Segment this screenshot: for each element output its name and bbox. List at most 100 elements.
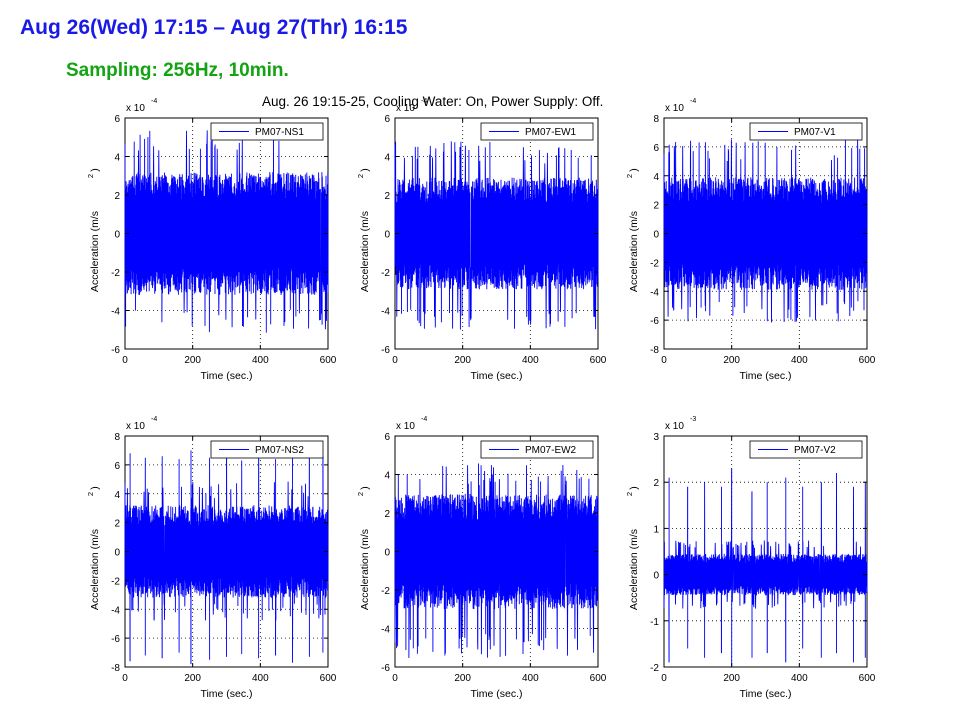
y-tick-label: -1 bbox=[650, 617, 659, 628]
x-tick-label: 200 bbox=[184, 673, 201, 684]
y-axis-label-superscript: 2 bbox=[625, 174, 634, 178]
y-tick-label: -8 bbox=[111, 663, 120, 674]
series-line-pm07-v1 bbox=[663, 139, 868, 323]
y-tick-label: 6 bbox=[114, 461, 120, 472]
x-tick-label: 200 bbox=[454, 673, 471, 684]
plot-pm07-ew2: 0 200 400 600 -6 -4 -2 0 2 4 6 x 10 -4 Time (sec.) Acc… bbox=[356, 416, 607, 700]
axis-exponent: x 10 bbox=[665, 103, 684, 114]
plot-pm07-v1: 0 200 400 600 -8 -6 -4 -2 0 2 4 6 8 x 10 -4 Time (sec.)… bbox=[625, 98, 876, 382]
y-tick-label: 6 bbox=[653, 143, 659, 154]
x-tick-label: 400 bbox=[791, 355, 808, 366]
x-tick-label: 0 bbox=[122, 355, 128, 366]
series-line-pm07-ew1 bbox=[394, 141, 599, 330]
y-tick-label: 0 bbox=[114, 548, 120, 559]
y-axis-label-suffix: ) bbox=[89, 168, 101, 172]
x-tick-label: 400 bbox=[522, 355, 539, 366]
y-tick-label: -2 bbox=[650, 663, 659, 674]
y-axis-label: Acceleration (m/s bbox=[89, 211, 101, 292]
axis-exponent-power: -3 bbox=[690, 416, 696, 423]
legend-label: PM07-V1 bbox=[794, 127, 836, 138]
y-axis-label-suffix: ) bbox=[89, 486, 101, 490]
y-tick-label: -6 bbox=[111, 634, 120, 645]
legend-box bbox=[480, 122, 594, 141]
axis-exponent-power: -4 bbox=[151, 98, 157, 105]
y-axis-label-superscript: 2 bbox=[625, 492, 634, 496]
y-tick-label: -2 bbox=[650, 258, 659, 269]
x-tick-label: 400 bbox=[252, 355, 269, 366]
y-axis-label-superscript: 2 bbox=[86, 492, 95, 496]
axis-exponent: x 10 bbox=[396, 103, 415, 114]
x-axis-label: Time (sec.) bbox=[200, 370, 252, 382]
axis-exponent-power: -4 bbox=[421, 416, 427, 423]
plot-pm07-v2: 0 200 400 600 -2 -1 0 1 2 3 x 10 -3 Time (sec.) Accel… bbox=[625, 416, 876, 700]
x-tick-label: 0 bbox=[392, 355, 398, 366]
x-tick-label: 200 bbox=[454, 355, 471, 366]
plot-pm07-ns1: 0 200 400 600 -6 -4 -2 0 2 4 6 x 10 -4 Time (sec.) Acc… bbox=[86, 98, 337, 382]
y-axis-label: Acceleration (m/s bbox=[628, 529, 640, 610]
x-tick-label: 400 bbox=[791, 673, 808, 684]
y-tick-label: -4 bbox=[650, 287, 659, 298]
y-tick-label: -2 bbox=[381, 268, 390, 279]
x-axis-label: Time (sec.) bbox=[739, 688, 791, 700]
y-tick-label: -6 bbox=[650, 316, 659, 327]
y-axis-label-superscript: 2 bbox=[356, 174, 365, 178]
y-axis-label-suffix: ) bbox=[628, 168, 640, 172]
y-tick-label: -4 bbox=[111, 605, 120, 616]
y-tick-label: 0 bbox=[653, 230, 659, 241]
axis-exponent: x 10 bbox=[665, 421, 684, 432]
series-line-pm07-ew2 bbox=[394, 463, 599, 659]
x-tick-label: 400 bbox=[522, 673, 539, 684]
legend-label: PM07-NS2 bbox=[255, 445, 304, 456]
axes-frame bbox=[663, 435, 868, 668]
axis-exponent-power: -4 bbox=[421, 98, 427, 105]
figure-title: Aug. 26 19:15-25, Cooling Water: On, Pow… bbox=[262, 94, 603, 109]
x-tick-label: 600 bbox=[590, 673, 607, 684]
y-axis-label: Acceleration (m/s bbox=[359, 529, 371, 610]
x-tick-label: 200 bbox=[723, 355, 740, 366]
y-tick-label: 2 bbox=[114, 519, 120, 530]
x-tick-label: 600 bbox=[320, 355, 337, 366]
y-tick-label: -6 bbox=[381, 663, 390, 674]
y-tick-label: -2 bbox=[381, 586, 390, 597]
y-tick-label: 1 bbox=[653, 524, 659, 535]
plot-pm07-ns2: 0 200 400 600 -8 -6 -4 -2 0 2 4 6 8 x 10 -4 Time (sec.)… bbox=[86, 416, 337, 700]
y-tick-label: -2 bbox=[111, 268, 120, 279]
y-tick-label: 6 bbox=[384, 114, 390, 125]
y-tick-label: 2 bbox=[384, 509, 390, 520]
x-tick-label: 600 bbox=[859, 355, 876, 366]
y-axis-label: Acceleration (m/s bbox=[628, 211, 640, 292]
series-line-pm07-ns2 bbox=[124, 450, 329, 665]
axis-exponent: x 10 bbox=[126, 103, 145, 114]
legend-box bbox=[210, 440, 324, 459]
y-tick-label: 2 bbox=[653, 478, 659, 489]
y-tick-label: 4 bbox=[384, 471, 390, 482]
y-tick-label: 8 bbox=[653, 114, 659, 125]
axis-exponent: x 10 bbox=[396, 421, 415, 432]
y-tick-label: 2 bbox=[384, 191, 390, 202]
y-tick-label: 6 bbox=[384, 432, 390, 443]
x-tick-label: 0 bbox=[392, 673, 398, 684]
x-axis-label: Time (sec.) bbox=[470, 688, 522, 700]
x-tick-label: 200 bbox=[184, 355, 201, 366]
axis-exponent: x 10 bbox=[126, 421, 145, 432]
x-tick-label: 600 bbox=[590, 355, 607, 366]
y-tick-label: -6 bbox=[381, 345, 390, 356]
y-tick-label: 2 bbox=[114, 191, 120, 202]
slide-title: Aug 26(Wed) 17:15 – Aug 27(Thr) 16:15 bbox=[20, 16, 408, 39]
legend-box bbox=[749, 440, 863, 459]
legend-label: PM07-EW2 bbox=[525, 445, 577, 456]
plot-pm07-ew1: 0 200 400 600 -6 -4 -2 0 2 4 6 x 10 -4 Time (sec.) Acc… bbox=[356, 98, 607, 382]
y-tick-label: -4 bbox=[381, 625, 390, 636]
series-line-pm07-v2 bbox=[663, 468, 868, 667]
axis-exponent-power: -4 bbox=[151, 416, 157, 423]
x-tick-label: 600 bbox=[320, 673, 337, 684]
x-tick-label: 0 bbox=[661, 355, 667, 366]
y-tick-label: -4 bbox=[381, 307, 390, 318]
y-tick-label: 3 bbox=[653, 432, 659, 443]
legend-box bbox=[749, 122, 863, 141]
axis-exponent-power: -4 bbox=[690, 98, 696, 105]
y-axis-label-superscript: 2 bbox=[356, 492, 365, 496]
x-tick-label: 0 bbox=[122, 673, 128, 684]
x-tick-label: 200 bbox=[723, 673, 740, 684]
